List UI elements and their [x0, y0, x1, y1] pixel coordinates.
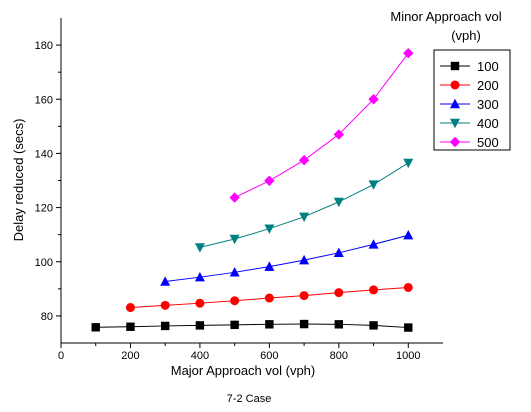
data-point-400: [264, 224, 275, 234]
y-tick-label: 100: [35, 257, 53, 269]
data-point-200: [403, 282, 413, 292]
x-tick-label: 600: [260, 350, 278, 362]
data-point-200: [230, 296, 240, 306]
y-tick-label: 180: [35, 40, 53, 52]
series-300: [160, 230, 414, 286]
data-point-100: [334, 320, 344, 329]
legend-entry-300: 300: [440, 97, 499, 112]
data-point-200: [369, 285, 379, 295]
legend-entry-100: 100: [440, 59, 499, 74]
data-point-300: [194, 271, 205, 282]
y-axis-ticks: 80 100 120 140 160 180: [35, 40, 61, 323]
series-layer: [91, 48, 414, 332]
data-point-200: [195, 298, 205, 308]
x-tick-label: 1000: [396, 350, 420, 362]
y-axis-title: Delay reduced (secs): [11, 119, 26, 242]
legend-marker-500: [449, 136, 461, 148]
data-point-300: [333, 247, 344, 258]
y-tick-label: 160: [35, 94, 53, 106]
x-axis-ticks: 0 200 400 600 800 1000: [58, 343, 421, 362]
data-point-100: [404, 323, 413, 332]
data-point-300: [229, 267, 240, 277]
data-point-400: [229, 234, 240, 245]
legend-entry-500: 500: [440, 135, 499, 150]
data-point-200: [264, 293, 274, 303]
legend-label-500: 500: [477, 135, 499, 150]
series-100: [91, 319, 413, 332]
x-tick-label: 400: [191, 350, 209, 362]
data-point-500: [403, 48, 414, 59]
chart-caption: 7-2 Case: [227, 393, 272, 405]
series-200: [125, 282, 413, 313]
legend-entry-200: 200: [440, 78, 499, 93]
data-point-400: [403, 158, 414, 169]
x-tick-label: 800: [330, 350, 348, 362]
data-point-100: [299, 319, 309, 329]
data-point-400: [194, 243, 205, 253]
data-point-100: [369, 321, 378, 330]
data-point-300: [403, 230, 414, 240]
legend-marker-100: [450, 61, 460, 71]
data-point-300: [264, 261, 275, 271]
x-axis-title: Major Approach vol (vph): [171, 363, 316, 378]
series-500: [229, 48, 414, 203]
data-point-100: [91, 323, 100, 332]
x-tick-label: 200: [121, 350, 139, 362]
y-tick-label: 120: [35, 203, 53, 215]
data-point-100: [160, 321, 170, 331]
series-line-300: [165, 234, 409, 283]
data-point-400: [299, 212, 310, 222]
data-point-500: [264, 175, 275, 186]
legend: 100 200 300 400 500: [433, 49, 511, 151]
legend-label-100: 100: [477, 59, 499, 74]
data-point-500: [229, 192, 240, 203]
legend-marker-400: [450, 118, 460, 129]
data-point-200: [299, 291, 309, 301]
legend-label-300: 300: [477, 97, 499, 112]
axes: [60, 18, 443, 344]
legend-entry-400: 400: [440, 116, 499, 131]
legend-title-line2: (vph): [451, 28, 481, 43]
data-point-300: [299, 254, 310, 265]
data-point-200: [125, 303, 135, 313]
data-point-100: [126, 322, 135, 331]
data-point-400: [333, 197, 344, 208]
legend-label-400: 400: [477, 116, 499, 131]
series-line-100: [95, 323, 409, 329]
data-point-500: [298, 154, 310, 166]
x-tick-label: 0: [58, 350, 64, 362]
series-line-400: [199, 162, 409, 248]
legend-box: [433, 49, 511, 151]
data-point-100: [265, 320, 274, 329]
data-point-300: [368, 239, 379, 249]
y-tick-label: 80: [41, 311, 53, 323]
data-point-200: [334, 288, 344, 298]
data-point-400: [368, 180, 379, 190]
legend-title-line1: Minor Approach vol: [390, 9, 501, 24]
data-point-100: [230, 320, 239, 330]
legend-label-200: 200: [477, 78, 499, 93]
legend-marker-300: [450, 98, 460, 109]
y-tick-label: 140: [35, 148, 53, 160]
data-point-200: [160, 300, 170, 310]
series-line-500: [234, 52, 409, 199]
series-400: [194, 158, 414, 253]
data-point-300: [160, 276, 171, 286]
data-point-100: [195, 321, 205, 330]
legend-marker-200: [450, 80, 460, 90]
data-point-500: [368, 94, 379, 105]
data-point-500: [333, 129, 345, 140]
